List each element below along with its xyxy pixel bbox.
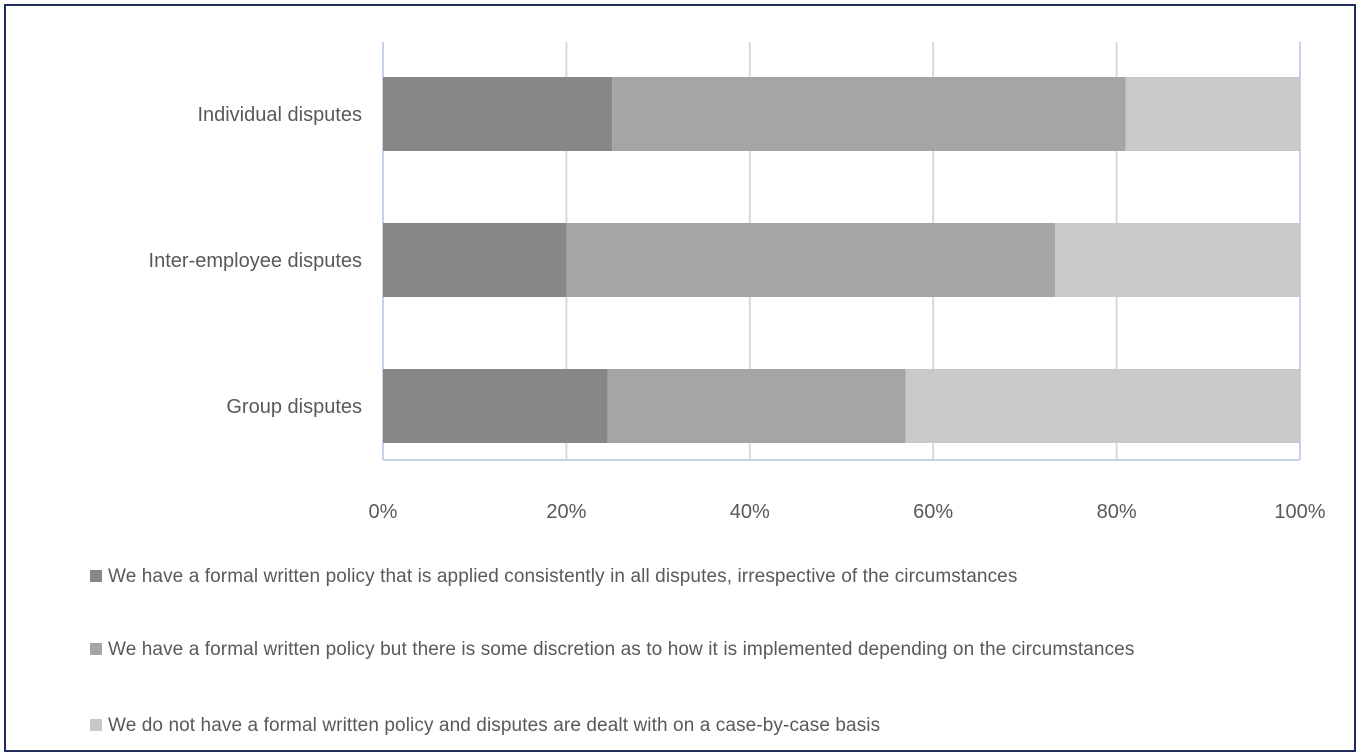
bar-segment-2 — [607, 369, 906, 443]
bar-segment-3 — [1055, 223, 1300, 297]
x-tick-label: 0% — [369, 501, 398, 523]
bar-segment-1 — [383, 369, 608, 443]
legend-swatch-light — [90, 719, 102, 731]
bar-segment-2 — [566, 223, 1056, 297]
category-label: Group disputes — [226, 396, 362, 418]
x-tick-label: 40% — [730, 501, 770, 523]
legend-item-no-policy: We do not have a formal written policy a… — [90, 712, 1310, 739]
x-tick-label: 60% — [913, 501, 953, 523]
legend-swatch-medium — [90, 643, 102, 655]
bar-segment-1 — [383, 77, 613, 151]
x-tick-label: 100% — [1274, 501, 1325, 523]
legend-item-consistent-policy: We have a formal written policy that is … — [90, 563, 1310, 590]
category-label: Individual disputes — [197, 104, 362, 126]
legend-label: We have a formal written policy but ther… — [108, 639, 1135, 660]
stacked-bar-chart: Individual disputes Inter-employee disput… — [149, 42, 1326, 523]
bar-segment-3 — [1125, 77, 1300, 151]
bar-segment-1 — [383, 223, 567, 297]
legend-label: We do not have a formal written policy a… — [108, 715, 881, 736]
x-tick-label: 20% — [546, 501, 586, 523]
bar-segment-3 — [905, 369, 1300, 443]
legend-label: We have a formal written policy that is … — [108, 566, 1018, 587]
bar-segment-2 — [612, 77, 1126, 151]
category-label: Inter-employee disputes — [149, 250, 362, 272]
legend-item-discretionary-policy: We have a formal written policy but ther… — [90, 636, 1310, 663]
legend-swatch-dark — [90, 570, 102, 582]
x-tick-label: 80% — [1097, 501, 1137, 523]
